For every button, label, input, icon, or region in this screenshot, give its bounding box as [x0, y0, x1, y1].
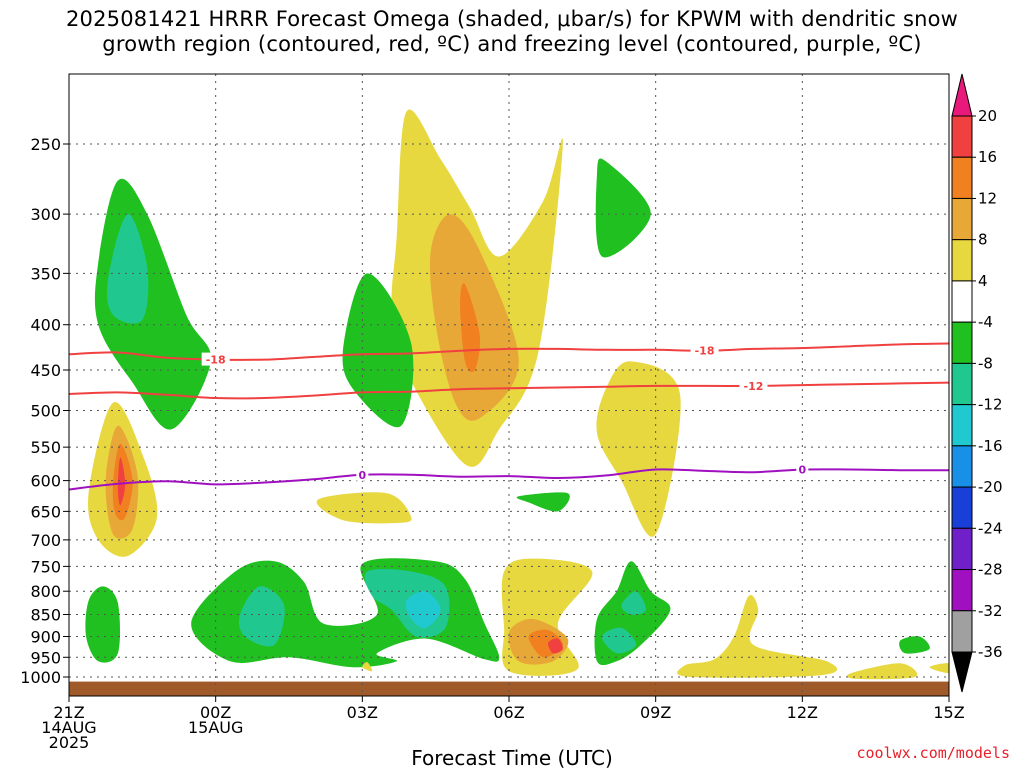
colorbar-tick-label--24: -24 — [978, 519, 1003, 537]
contour-label-bg-0-0 — [356, 467, 369, 481]
chart-title-line-2: growth region (contoured, red, ºC) and f… — [102, 32, 922, 56]
contour-label-0-1: 0 — [799, 464, 807, 477]
omega-region-27 — [846, 663, 918, 680]
omega-region-28 — [929, 663, 949, 674]
x-tick-label-21Z-2: 2025 — [49, 733, 90, 752]
terrain-bar — [69, 681, 949, 696]
omega-region-15 — [191, 558, 500, 668]
colorbar: 20 16 12 8 4 -4 -8 -12 -16 -20 -24 -28 -32 -36 — [951, 73, 1003, 693]
omega-region-18 — [405, 590, 441, 629]
omega-region-1 — [107, 214, 149, 324]
colorbar-band-4 — [951, 239, 973, 282]
colorbar-tick-label--8: -8 — [978, 354, 993, 372]
colorbar-band-5 — [951, 280, 973, 323]
colorbar-band-9 — [951, 445, 973, 488]
contour-label-0-0: 0 — [359, 469, 367, 482]
y-tick-label-1000: 1000 — [20, 668, 61, 687]
omega-region-25 — [621, 591, 646, 615]
y-tick-label-750: 750 — [30, 557, 61, 576]
omega-region-24 — [601, 627, 637, 654]
omega-region-26 — [677, 594, 838, 678]
colorbar-tick-label-8: 8 — [978, 231, 988, 249]
colorbar-band-8 — [951, 404, 973, 447]
colorbar-tick-label--12: -12 — [978, 396, 1003, 414]
omega-region-10 — [595, 158, 651, 258]
contour-line--12 — [69, 381, 949, 400]
y-tick-label-700: 700 — [30, 531, 61, 550]
colorbar-tick-label--28: -28 — [978, 561, 1003, 579]
contour-label--18-1: -18 — [695, 345, 715, 358]
omega-region-29 — [899, 636, 930, 654]
omega-region-30 — [362, 662, 373, 672]
colorbar-band-6 — [951, 321, 973, 364]
colorbar-tick-label--32: -32 — [978, 602, 1003, 620]
x-tick-label-21Z-0: 21Z — [53, 703, 84, 722]
y-tick-label-300: 300 — [30, 205, 61, 224]
colorbar-band-13 — [951, 610, 973, 653]
colorbar-band-1 — [951, 115, 973, 158]
x-tick-label-00Z-1: 15AUG — [188, 718, 243, 737]
y-tick-label-800: 800 — [30, 582, 61, 601]
colorbar-tick-label--4: -4 — [978, 313, 993, 331]
x-tick-label-00Z-0: 00Z — [200, 703, 231, 722]
x-tick-label-15Z-0: 15Z — [933, 703, 964, 722]
y-tick-label-350: 350 — [30, 264, 61, 283]
contour-label-bg--12-0 — [739, 378, 768, 392]
colorbar-top-arrow — [951, 73, 973, 117]
y-tick-label-550: 550 — [30, 438, 61, 457]
x-tick-label-12Z-0: 12Z — [787, 703, 818, 722]
colorbar-tick-label--16: -16 — [978, 437, 1003, 455]
colorbar-tick-label--36: -36 — [978, 643, 1003, 661]
y-tick-label-250: 250 — [30, 135, 61, 154]
contour-label-bg-0-1 — [796, 462, 809, 476]
contour-label--12-0: -12 — [744, 380, 764, 393]
colorbar-band-11 — [951, 527, 973, 571]
contour-label--18-0: -18 — [206, 354, 226, 367]
x-tick-label-09Z-0: 09Z — [640, 703, 671, 722]
colorbar-band-7 — [951, 362, 973, 406]
y-tick-label-950: 950 — [30, 648, 61, 667]
plot-area — [69, 109, 949, 696]
y-tick-label-900: 900 — [30, 627, 61, 646]
omega-region-13 — [516, 492, 570, 512]
omega-region-11 — [596, 361, 681, 537]
chart-title-line-1: 2025081421 HRRR Forecast Omega (shaded, … — [65, 7, 959, 31]
contour-line-0 — [69, 468, 949, 491]
x-tick-label-21Z-1: 14AUG — [41, 718, 96, 737]
colorbar-band-3 — [951, 197, 973, 241]
contour-lines: -18 -18 -12 0 0 — [69, 342, 949, 491]
x-tick-label-03Z-0: 03Z — [347, 703, 378, 722]
colorbar-tick-label-12: 12 — [978, 189, 997, 207]
x-axis-label: Forecast Time (UTC) — [411, 746, 613, 770]
x-tick-label-06Z-0: 06Z — [493, 703, 524, 722]
colorbar-tick-label-4: 4 — [978, 272, 988, 290]
colorbar-band-10 — [951, 486, 973, 529]
colorbar-band-2 — [951, 156, 973, 199]
omega-region-14 — [85, 586, 121, 663]
omega-region-5 — [117, 457, 126, 506]
omega-region-22 — [547, 638, 563, 654]
y-axis: 250 300 350 400 450 500 550 600 650 700 750 800 850 9… — [20, 135, 69, 687]
colorbar-tick-label--20: -20 — [978, 478, 1003, 496]
omega-region-12 — [316, 492, 412, 524]
colorbar-bottom-arrow — [951, 651, 973, 693]
y-tick-label-500: 500 — [30, 402, 61, 421]
colorbar-tick-label-20: 20 — [978, 107, 997, 125]
y-tick-label-400: 400 — [30, 316, 61, 335]
colorbar-band-12 — [951, 569, 973, 612]
contour-label-bg--18-1 — [690, 343, 719, 357]
contour-label-bg--18-0 — [201, 352, 230, 366]
y-tick-label-450: 450 — [30, 361, 61, 380]
y-tick-label-600: 600 — [30, 472, 61, 491]
omega-region-9 — [342, 273, 414, 428]
omega-region-16 — [239, 586, 285, 647]
credit-link[interactable]: coolwx.com/models — [856, 744, 1010, 762]
y-tick-label-850: 850 — [30, 606, 61, 625]
y-tick-label-650: 650 — [30, 502, 61, 521]
colorbar-tick-label-16: 16 — [978, 148, 997, 166]
